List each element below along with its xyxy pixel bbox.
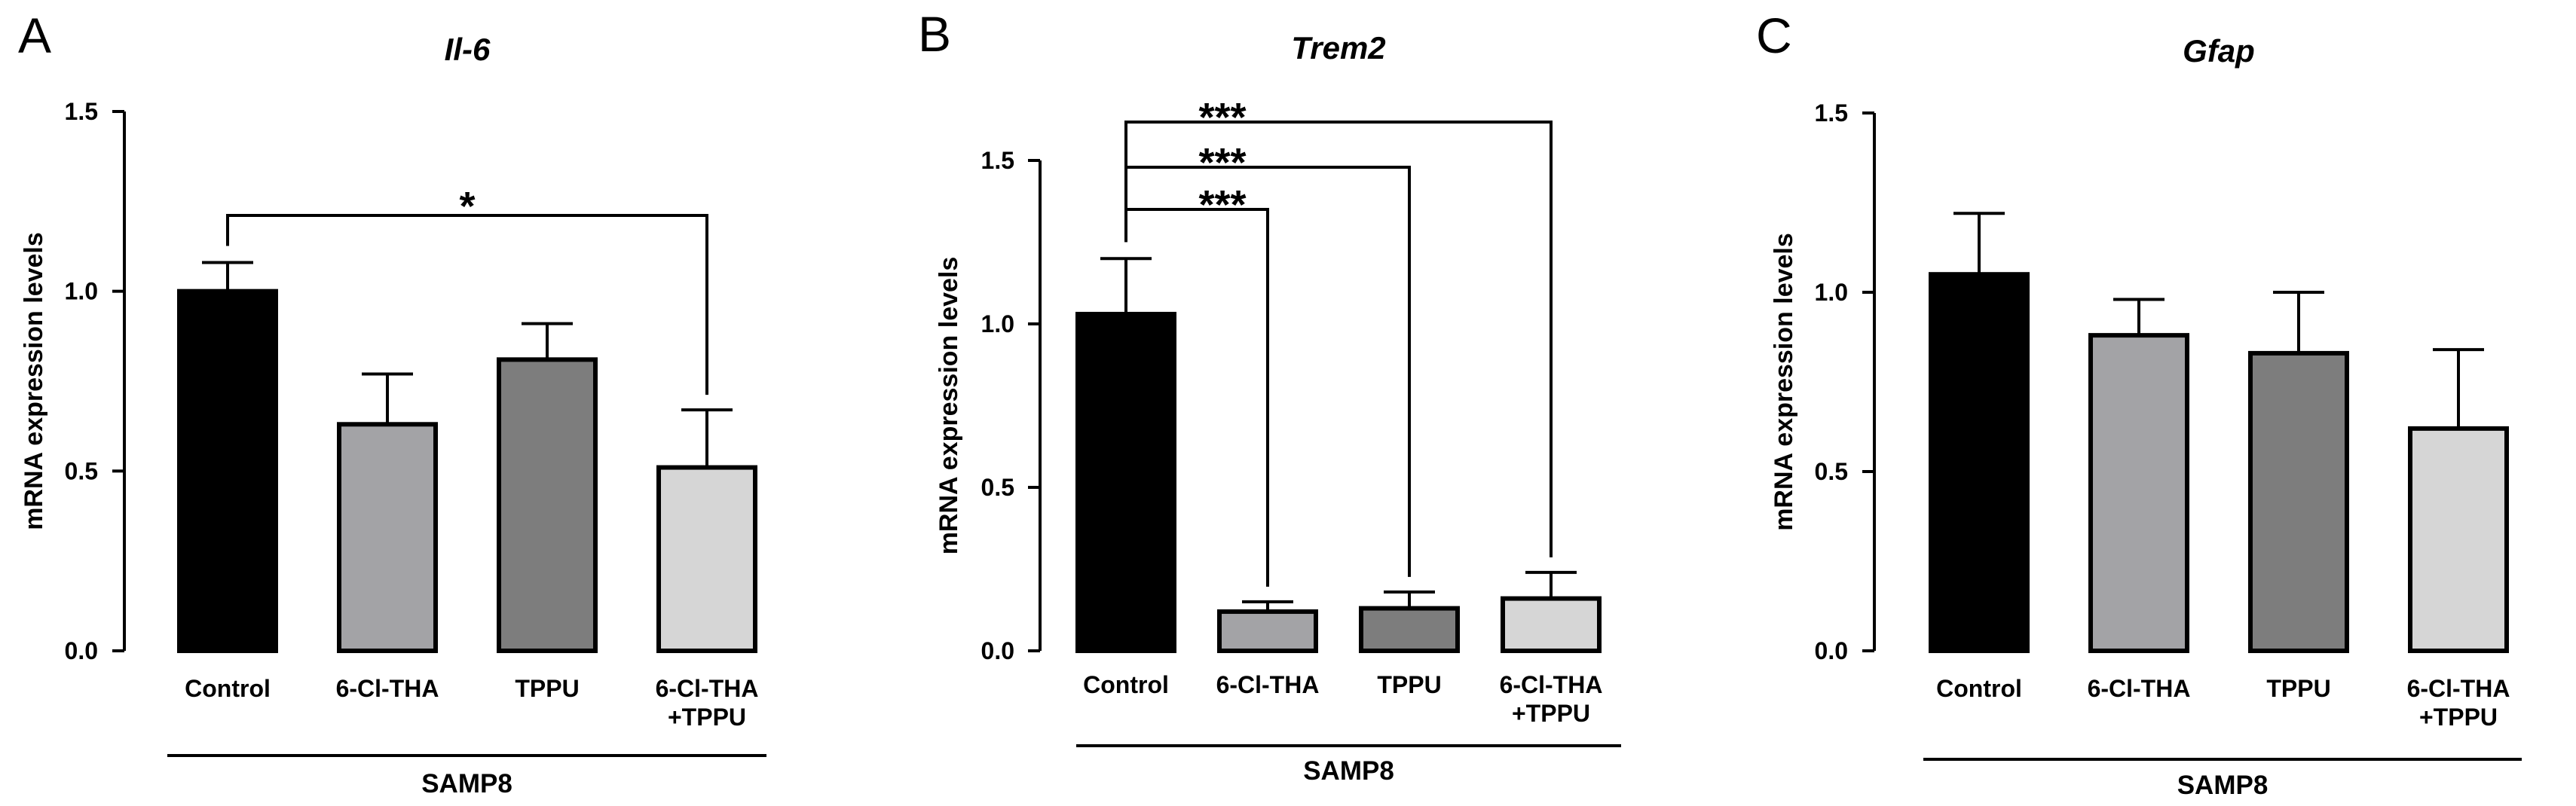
panel-b: B Trem2 mRNA expression levels 0.0 0.5 1.0 1.5… — [918, 6, 1621, 786]
y-tick-label: 0.5 — [981, 474, 1014, 501]
bar — [1929, 272, 2030, 653]
y-axis-label: mRNA expression levels — [20, 232, 48, 530]
category-label-line: +TPPU — [668, 704, 746, 731]
category-label-line: TPPU — [2266, 675, 2330, 702]
category-label-line: Control — [1083, 671, 1169, 698]
bar — [1075, 311, 1176, 653]
category-label: Control — [185, 675, 271, 702]
y-tick-label: 1.5 — [1815, 99, 1848, 127]
category-label-line: TPPU — [1377, 671, 1441, 698]
category-label: Control — [1936, 675, 2022, 702]
y-tick-label: 1.5 — [65, 98, 98, 125]
chart-title: Gfap — [2183, 33, 2255, 69]
panel-letter: B — [918, 6, 951, 62]
significance-label: *** — [1198, 182, 1246, 227]
bar — [2248, 350, 2349, 653]
category-label-line: 6-Cl-THA — [2088, 675, 2191, 702]
y-axis-label: mRNA expression levels — [935, 257, 963, 555]
bar — [2408, 426, 2509, 653]
category-label: 6-Cl-THA +TPPU — [2407, 675, 2510, 731]
y-tick-label: 0.5 — [65, 457, 98, 484]
bar — [337, 422, 438, 654]
category-label-line: Control — [1936, 675, 2022, 702]
category-label: Control — [1083, 671, 1169, 698]
category-label: TPPU — [2266, 675, 2330, 702]
category-label-line: +TPPU — [1512, 700, 1590, 727]
y-tick-label: 1.0 — [65, 278, 98, 305]
panel-c: C Gfap mRNA expression levels 0.0 0.5 1.0 1.5 C… — [1756, 8, 2522, 800]
y-tick-label: 1.0 — [981, 310, 1014, 337]
category-label: 6-Cl-THA — [336, 675, 439, 702]
panel-a: A Il-6 mRNA expression levels 0.0 0.5 1.0 1.5 C… — [18, 8, 766, 798]
y-tick-label: 0.5 — [1815, 458, 1848, 485]
category-label-line: 6-Cl-THA — [1216, 671, 1320, 698]
y-tick-label: 0.0 — [65, 637, 98, 664]
category-label-line: TPPU — [515, 675, 579, 702]
category-label: TPPU — [1377, 671, 1441, 698]
y-tick-label: 0.0 — [981, 637, 1014, 664]
y-tick-label: 0.0 — [1815, 637, 1848, 664]
category-label-line: 6-Cl-THA — [656, 675, 759, 702]
bar — [1501, 596, 1602, 653]
category-label: 6-Cl-THA — [1216, 671, 1320, 698]
panel-letter: A — [18, 8, 51, 63]
category-label-line: +TPPU — [2419, 704, 2498, 731]
bar — [2088, 333, 2189, 653]
y-axis-label: mRNA expression levels — [1770, 233, 1798, 531]
category-label-line: 6-Cl-THA — [2407, 675, 2510, 702]
group-label: SAMP8 — [1303, 756, 1394, 786]
significance-label: *** — [1198, 140, 1246, 185]
bar — [1359, 606, 1460, 654]
chart-title: Il-6 — [445, 32, 491, 67]
category-label: 6-Cl-THA +TPPU — [656, 675, 759, 731]
bar — [177, 289, 278, 653]
category-label: 6-Cl-THA +TPPU — [1500, 671, 1603, 727]
significance-bracket — [1124, 121, 1553, 557]
bar — [497, 357, 598, 653]
panel-letter: C — [1756, 8, 1792, 63]
category-label-line: 6-Cl-THA — [1500, 671, 1603, 698]
chart-title: Trem2 — [1291, 30, 1385, 66]
category-label-line: Control — [185, 675, 271, 702]
significance-label: * — [459, 184, 475, 229]
category-label: 6-Cl-THA — [2088, 675, 2191, 702]
bar — [656, 465, 757, 653]
significance-bracket — [226, 214, 708, 395]
y-tick-label: 1.0 — [1815, 279, 1848, 306]
y-tick-label: 1.5 — [981, 147, 1014, 174]
category-label-line: 6-Cl-THA — [336, 675, 439, 702]
significance-label: *** — [1198, 95, 1246, 140]
group-label: SAMP8 — [2177, 771, 2269, 800]
category-label: TPPU — [515, 675, 579, 702]
bar — [1217, 609, 1318, 653]
group-label: SAMP8 — [421, 769, 512, 798]
